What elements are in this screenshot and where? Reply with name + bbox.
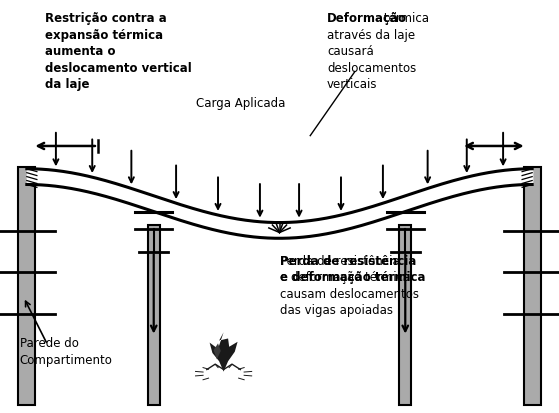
Text: Parede do
Compartimento: Parede do Compartimento bbox=[20, 337, 112, 366]
Text: através da laje
causará
deslocamentos
verticais: através da laje causará deslocamentos ve… bbox=[327, 12, 416, 91]
Bar bbox=[18, 167, 35, 405]
Text: térmica: térmica bbox=[380, 12, 429, 25]
Polygon shape bbox=[214, 344, 221, 359]
Bar bbox=[399, 225, 411, 405]
Text: Deformação: Deformação bbox=[327, 12, 407, 25]
Bar bbox=[524, 167, 541, 405]
Text: Perda de resistência
e deformação térmica: Perda de resistência e deformação térmic… bbox=[280, 254, 425, 283]
Polygon shape bbox=[210, 332, 238, 372]
Text: Carga Aplicada: Carga Aplicada bbox=[196, 97, 285, 109]
Text: Restrição contra a
expansão térmica
aumenta o
deslocamento vertical
da laje: Restrição contra a expansão térmica aume… bbox=[45, 12, 192, 91]
Bar bbox=[148, 225, 160, 405]
Text: Perda de resistência
e deformação térmica
causam deslocamentos
das vigas apoiada: Perda de resistência e deformação térmic… bbox=[280, 254, 419, 316]
